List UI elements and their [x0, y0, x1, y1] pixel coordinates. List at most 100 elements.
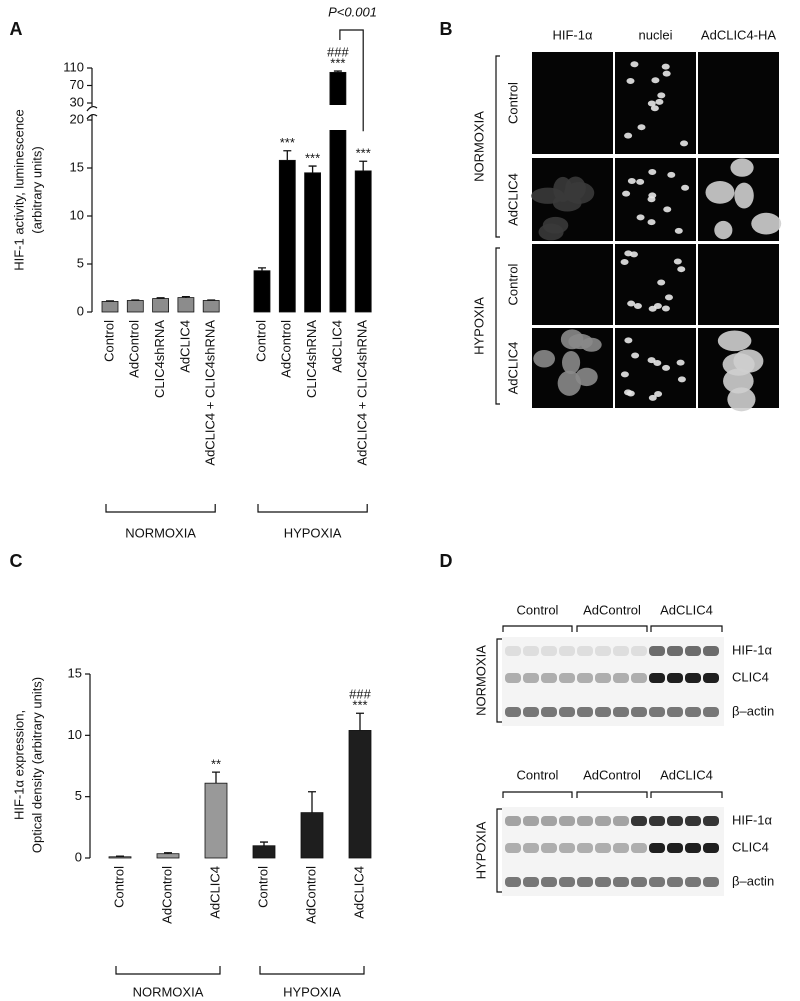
y-tick-label: 0 — [75, 849, 82, 864]
blot-band — [559, 877, 575, 887]
significance: *** — [356, 146, 371, 161]
bar — [278, 159, 296, 313]
blot-band — [631, 673, 647, 683]
cell — [568, 333, 593, 350]
group-label: NORMOXIA — [133, 984, 204, 999]
error-bar — [116, 855, 124, 857]
blot-band — [541, 877, 557, 887]
y-axis-label: Optical density (arbitrary units) — [29, 677, 44, 853]
panel-label: C — [10, 551, 23, 571]
error-bar — [164, 852, 172, 854]
cell — [717, 330, 752, 352]
blot-band — [649, 673, 665, 683]
group-label: HYPOXIA — [284, 525, 342, 540]
comparison-bracket — [339, 29, 364, 132]
cell — [651, 77, 660, 84]
cell — [557, 370, 582, 396]
cell — [681, 184, 690, 191]
blot-band — [595, 816, 611, 826]
error-bar — [181, 295, 190, 298]
condition-bracket — [496, 808, 502, 893]
blot-band — [667, 707, 683, 717]
blot-band — [685, 646, 701, 656]
blot-band — [649, 816, 665, 826]
column-label: nuclei — [639, 27, 673, 42]
condition-bracket — [495, 55, 500, 238]
bar — [156, 853, 180, 859]
blot-band — [505, 843, 521, 853]
blot-band — [631, 843, 647, 853]
row-label: AdCLIC4 — [505, 342, 520, 395]
y-axis-label: (arbitrary units) — [29, 146, 44, 233]
cell — [657, 279, 666, 286]
blot-band — [523, 877, 539, 887]
blot-band — [685, 673, 701, 683]
blot-band — [559, 707, 575, 717]
cell — [637, 124, 646, 131]
cell — [653, 359, 662, 366]
y-tick-label: 5 — [77, 255, 84, 270]
significance: ### — [349, 687, 371, 702]
blot-band — [559, 646, 575, 656]
blot-band — [703, 707, 719, 717]
x-tick-label: AdControl — [159, 866, 174, 924]
row-label: AdCLIC4 — [505, 173, 520, 226]
cell — [636, 214, 645, 221]
bar-break — [328, 105, 347, 130]
lane-bracket — [576, 625, 648, 632]
significance: *** — [305, 151, 320, 166]
cell — [624, 250, 633, 257]
blot-band — [631, 646, 647, 656]
cell — [648, 169, 657, 176]
blot-band — [649, 646, 665, 656]
significance: *** — [280, 135, 295, 150]
condition-label: NORMOXIA — [471, 111, 486, 182]
y-axis-label: HIF-1 activity, luminescence — [11, 109, 26, 271]
blot-band — [685, 816, 701, 826]
blot-band — [631, 707, 647, 717]
blot-band — [559, 673, 575, 683]
blot-band — [523, 816, 539, 826]
cell — [627, 177, 636, 184]
blot-band — [613, 816, 629, 826]
blot-band — [649, 707, 665, 717]
blot-band — [613, 673, 629, 683]
x-tick-label: Control — [101, 320, 116, 362]
y-tick-label: 5 — [75, 788, 82, 803]
blot-band — [685, 843, 701, 853]
condition-label: HYPOXIA — [471, 297, 486, 355]
x-tick-label: CLIC4shRNA — [152, 320, 167, 398]
bar — [252, 845, 276, 859]
blot-band — [595, 877, 611, 887]
error-bar — [260, 841, 268, 846]
blot-band — [523, 707, 539, 717]
cell — [722, 353, 755, 376]
blot-band — [523, 843, 539, 853]
bar — [126, 300, 144, 313]
micrograph — [532, 244, 613, 325]
lane-group-label: AdControl — [583, 767, 641, 782]
x-tick-label: AdCLIC4 — [207, 866, 222, 919]
cell — [575, 367, 598, 387]
blot-band — [577, 816, 593, 826]
cell — [653, 302, 662, 309]
condition-label: HYPOXIA — [473, 821, 488, 879]
cell — [667, 171, 676, 178]
lane-bracket — [650, 791, 723, 798]
blot-band — [505, 646, 521, 656]
axis-break — [86, 105, 98, 120]
bar — [108, 856, 132, 859]
micrograph — [532, 52, 613, 154]
panel-label: A — [10, 19, 23, 39]
cell — [633, 302, 642, 309]
blot-band — [595, 843, 611, 853]
blot-band — [523, 646, 539, 656]
blot-band — [667, 646, 683, 656]
band-label: CLIC4 — [732, 669, 769, 684]
cell — [662, 364, 671, 371]
blot-band — [667, 843, 683, 853]
blot-band — [685, 707, 701, 717]
blot-band — [649, 843, 665, 853]
blot-band — [541, 707, 557, 717]
cell — [624, 337, 633, 344]
